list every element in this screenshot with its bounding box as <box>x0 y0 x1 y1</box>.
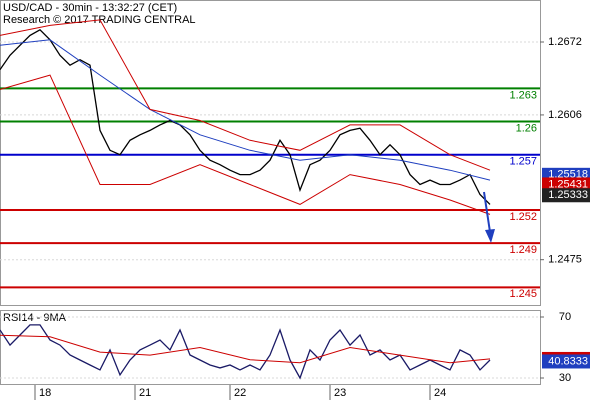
y-tick-label: 1.2606 <box>548 109 582 121</box>
series-line <box>0 324 491 380</box>
level-label: 1.26 <box>516 122 537 134</box>
y-tick-label: 30 <box>559 372 571 384</box>
series-line <box>0 334 491 364</box>
series-line <box>0 74 491 215</box>
x-tick-label: 24 <box>434 387 446 399</box>
value-box-label: 1.25333 <box>548 189 588 201</box>
y-tick-label: 70 <box>559 311 571 323</box>
value-box-label: 1.25431 <box>548 178 588 190</box>
series-line <box>0 39 491 181</box>
level-label: 1.245 <box>509 288 537 300</box>
level-label: 1.263 <box>509 89 537 101</box>
y-tick-label: 1.2475 <box>548 254 582 266</box>
chart-title: USD/CAD - 30min - 13:32:27 (CET) <box>3 2 177 14</box>
forecast-arrow <box>483 191 491 233</box>
level-label: 1.257 <box>509 156 537 168</box>
value-box-label: 40.8333 <box>548 355 588 367</box>
level-label: 1.249 <box>509 244 537 256</box>
value-box <box>542 188 590 203</box>
series-line <box>0 19 491 171</box>
rsi-title: RSI14 - 9MA <box>3 312 67 324</box>
forecast-arrow-head <box>485 229 495 243</box>
x-tick-label: 23 <box>334 387 346 399</box>
series-line <box>0 28 491 205</box>
price-panel <box>0 0 541 306</box>
level-label: 1.252 <box>509 211 537 223</box>
x-tick-label: 21 <box>139 387 151 399</box>
y-tick-label: 1.2672 <box>548 36 582 48</box>
x-tick-label: 22 <box>234 387 246 399</box>
x-tick-label: 18 <box>39 387 51 399</box>
value-box <box>542 354 590 369</box>
rsi-panel <box>0 310 541 385</box>
plot-layer: 1.2672 1.2606 1.2475 1.263 1.26 1.257 1.252 1.2… <box>0 19 590 400</box>
value-box <box>542 177 590 192</box>
